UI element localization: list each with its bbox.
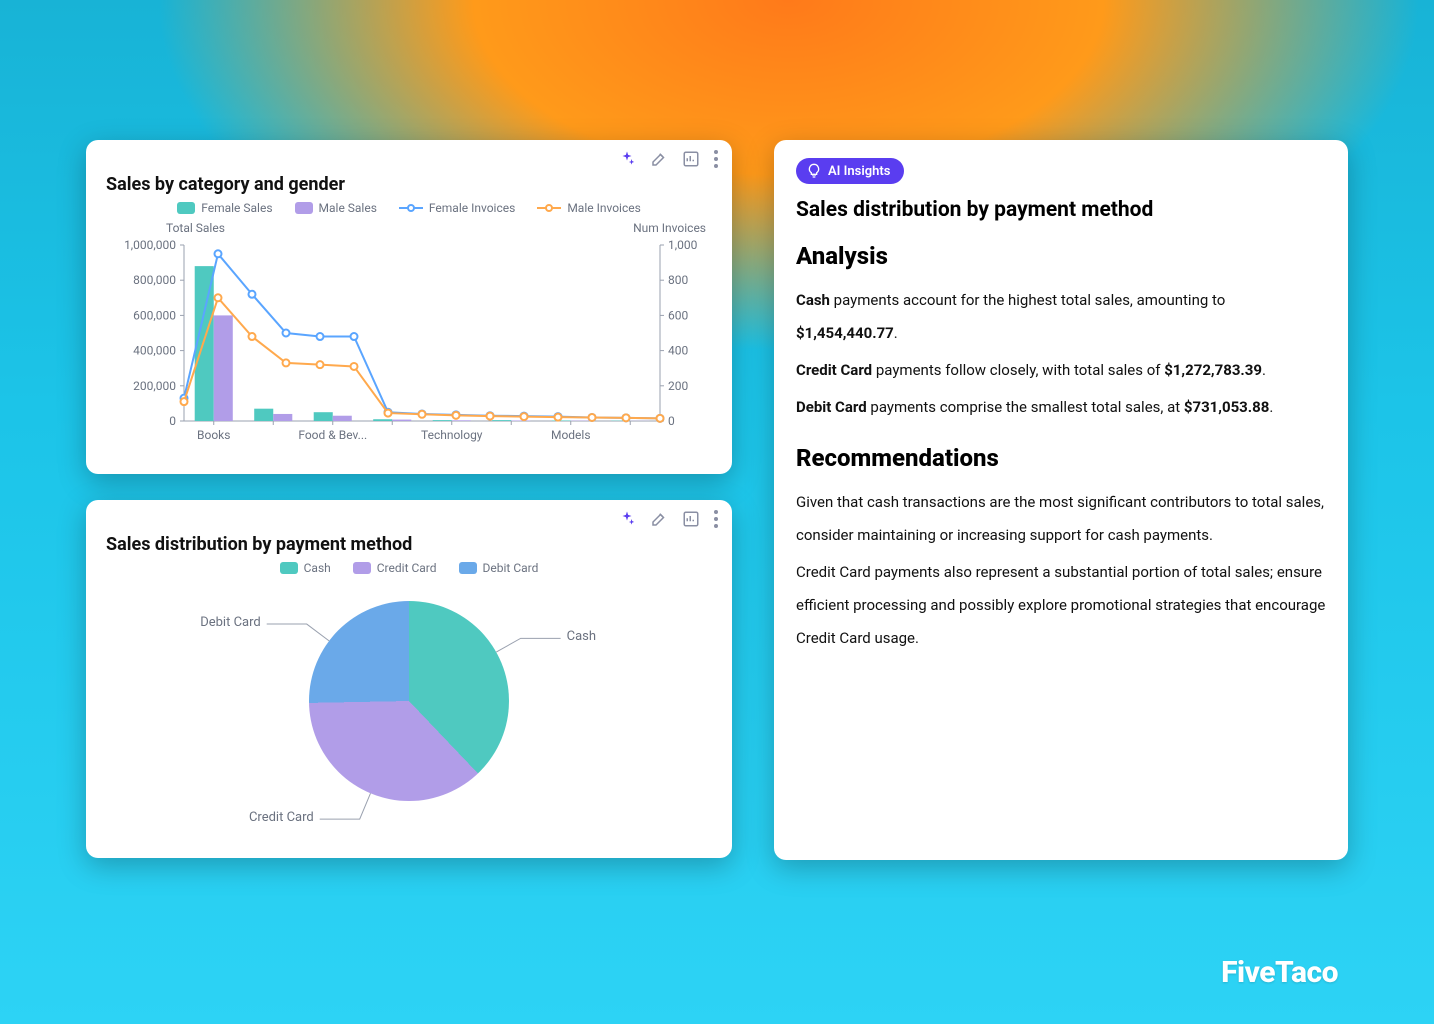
- rec-line: Given that cash transactions are the mos…: [796, 486, 1326, 552]
- chart-expand-icon[interactable]: [682, 150, 700, 168]
- ai-insights-badge[interactable]: AI Insights: [796, 158, 904, 184]
- card-toolbar: [618, 150, 718, 168]
- more-icon[interactable]: [714, 510, 718, 528]
- pie-label-credit: Credit Card: [249, 810, 314, 825]
- legend-label: Debit Card: [483, 561, 539, 575]
- pie-wrap: Cash Credit Card Debit Card: [106, 581, 712, 821]
- sparkle-icon[interactable]: [618, 150, 636, 168]
- legend-label: Male Sales: [319, 201, 377, 215]
- chart-title: Sales by category and gender: [106, 174, 712, 195]
- lightbulb-icon: [806, 163, 822, 179]
- analysis-heading: Analysis: [796, 242, 1326, 270]
- chart2-legend: Cash Credit Card Debit Card: [106, 561, 712, 575]
- pie-leaders: [106, 581, 712, 821]
- recommendations-heading: Recommendations: [796, 444, 1326, 472]
- svg-text:1,000: 1,000: [668, 239, 698, 252]
- legend-item[interactable]: Female Sales: [177, 201, 272, 215]
- svg-text:600,000: 600,000: [133, 308, 176, 322]
- legend-item[interactable]: Female Invoices: [399, 201, 515, 215]
- svg-text:0: 0: [169, 414, 176, 428]
- svg-text:800,000: 800,000: [133, 273, 176, 287]
- analysis-line: Debit Card payments comprise the smalles…: [796, 391, 1326, 424]
- brand-logo: FiveTaco: [1221, 955, 1338, 990]
- chart1-plot: Total Sales Num Invoices 0 200,000 400,000…: [106, 221, 712, 451]
- y-left-title: Total Sales: [166, 221, 225, 235]
- svg-text:Models: Models: [551, 428, 591, 442]
- legend-label: Cash: [304, 561, 331, 575]
- chart-expand-icon[interactable]: [682, 510, 700, 528]
- svg-text:400,000: 400,000: [133, 344, 176, 358]
- svg-text:Technology: Technology: [421, 428, 483, 442]
- legend-item[interactable]: Male Sales: [295, 201, 377, 215]
- analysis-line: Credit Card payments follow closely, wit…: [796, 354, 1326, 387]
- card-sales-distribution: Sales distribution by payment method Cas…: [86, 500, 732, 858]
- pie-label-debit: Debit Card: [200, 615, 261, 630]
- chart1-svg: 0 200,000 400,000 600,000 800,000 1,000,000 0 2…: [106, 239, 712, 449]
- stage: Sales by category and gender Female Sale…: [70, 70, 1364, 954]
- svg-text:800: 800: [668, 273, 688, 287]
- analysis-line: Cash payments account for the highest to…: [796, 284, 1326, 350]
- pie-label-cash: Cash: [567, 629, 596, 644]
- svg-text:Food & Bev...: Food & Bev...: [298, 428, 367, 442]
- badge-label: AI Insights: [828, 164, 890, 179]
- legend-label: Female Sales: [201, 201, 272, 215]
- page-background: Sales by category and gender Female Sale…: [0, 0, 1434, 1024]
- chart1-legend: Female Sales Male Sales Female Invoices …: [106, 201, 712, 215]
- edit-icon[interactable]: [650, 150, 668, 168]
- recommendations-body: Given that cash transactions are the mos…: [796, 486, 1326, 655]
- legend-label: Female Invoices: [429, 201, 515, 215]
- legend-item[interactable]: Male Invoices: [537, 201, 640, 215]
- more-icon[interactable]: [714, 150, 718, 168]
- legend-item[interactable]: Cash: [280, 561, 331, 575]
- legend-label: Male Invoices: [567, 201, 640, 215]
- analysis-body: Cash payments account for the highest to…: [796, 284, 1326, 424]
- rec-line: Credit Card payments also represent a su…: [796, 556, 1326, 655]
- svg-text:0: 0: [668, 414, 675, 428]
- legend-label: Credit Card: [377, 561, 437, 575]
- svg-text:200,000: 200,000: [133, 379, 176, 393]
- card-toolbar: [618, 510, 718, 528]
- svg-text:1,000,000: 1,000,000: [124, 239, 176, 252]
- svg-text:600: 600: [668, 308, 688, 322]
- edit-icon[interactable]: [650, 510, 668, 528]
- svg-text:400: 400: [668, 344, 688, 358]
- chart-title: Sales distribution by payment method: [106, 534, 712, 555]
- y-right-title: Num Invoices: [633, 221, 706, 235]
- legend-item[interactable]: Credit Card: [353, 561, 437, 575]
- svg-text:Books: Books: [197, 428, 230, 442]
- insights-title: Sales distribution by payment method: [796, 198, 1326, 222]
- card-sales-by-category: Sales by category and gender Female Sale…: [86, 140, 732, 474]
- legend-item[interactable]: Debit Card: [459, 561, 539, 575]
- sparkle-icon[interactable]: [618, 510, 636, 528]
- card-ai-insights: AI Insights Sales distribution by paymen…: [774, 140, 1348, 860]
- svg-text:200: 200: [668, 379, 688, 393]
